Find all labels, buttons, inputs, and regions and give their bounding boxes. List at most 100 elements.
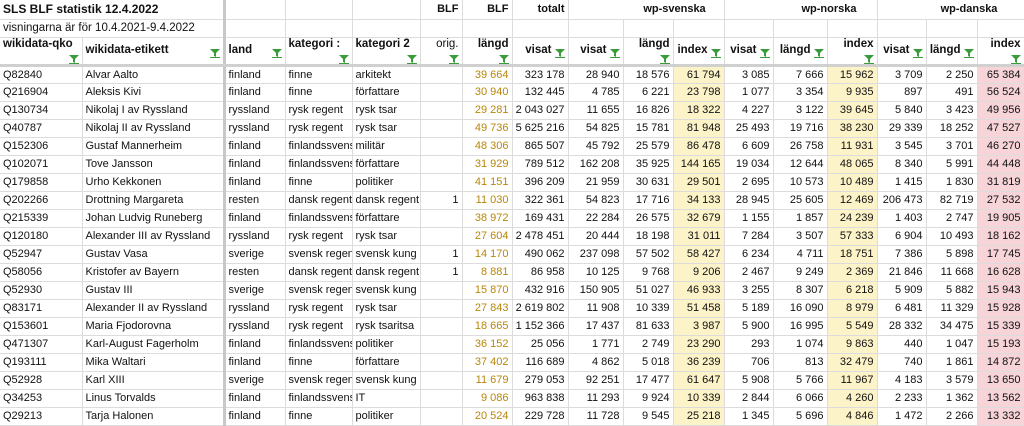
table-cell[interactable]: 15 870 <box>462 281 513 300</box>
table-cell[interactable]: 2 266 <box>926 407 978 426</box>
table-cell[interactable]: dansk regent <box>352 263 421 282</box>
column-header-3[interactable]: land <box>224 37 286 67</box>
table-cell[interactable]: 11 679 <box>462 371 513 390</box>
table-cell[interactable]: finland <box>224 353 286 372</box>
table-cell[interactable]: 16 090 <box>773 299 828 318</box>
column-header-2[interactable]: wikidata-etikett <box>82 37 226 67</box>
filter-icon[interactable] <box>554 48 565 58</box>
table-cell[interactable]: 1 345 <box>724 407 774 426</box>
table-cell[interactable]: finlandssvensk <box>285 389 353 408</box>
filter-icon[interactable] <box>710 48 721 58</box>
table-cell[interactable]: 1 <box>420 245 463 264</box>
filter-icon[interactable] <box>271 48 282 58</box>
table-cell[interactable]: 28 945 <box>724 191 774 210</box>
table-cell[interactable]: 3 987 <box>673 317 725 336</box>
column-header-6[interactable]: orig. <box>420 37 463 67</box>
table-cell[interactable]: 9 206 <box>673 263 725 282</box>
filter-icon[interactable] <box>609 48 620 58</box>
table-cell[interactable]: 4 862 <box>568 353 624 372</box>
table-cell[interactable]: 81 633 <box>623 317 674 336</box>
table-cell[interactable]: finland <box>224 407 286 426</box>
table-cell[interactable]: 1 771 <box>568 335 624 354</box>
table-cell[interactable]: 25 056 <box>512 335 569 354</box>
table-cell[interactable]: Tarja Halonen <box>82 407 226 426</box>
table-cell[interactable]: 82 719 <box>926 191 978 210</box>
table-cell[interactable]: Q34253 <box>0 389 83 408</box>
table-cell[interactable]: 5 018 <box>623 353 674 372</box>
table-cell[interactable]: Maria Fjodorovna <box>82 317 226 336</box>
table-cell[interactable]: 46 270 <box>977 137 1024 156</box>
table-cell[interactable]: 2 844 <box>724 389 774 408</box>
column-header-15[interactable]: visat <box>877 37 927 67</box>
table-cell[interactable]: 27 532 <box>977 191 1024 210</box>
table-cell[interactable]: svensk regent <box>285 281 353 300</box>
table-cell[interactable]: Gustav III <box>82 281 226 300</box>
table-cell[interactable]: 46 933 <box>673 281 725 300</box>
table-cell[interactable]: 38 230 <box>827 119 878 138</box>
table-cell[interactable]: 279 053 <box>512 371 569 390</box>
filter-icon[interactable] <box>209 48 220 58</box>
filter-icon[interactable] <box>498 54 509 63</box>
table-cell[interactable]: 2 233 <box>877 389 927 408</box>
table-cell[interactable]: 4 711 <box>773 245 828 264</box>
table-cell[interactable]: 440 <box>877 335 927 354</box>
table-cell[interactable]: 18 198 <box>623 227 674 246</box>
table-cell[interactable]: Karl-August Fagerholm <box>82 335 226 354</box>
table-cell[interactable]: 1 074 <box>773 335 828 354</box>
table-cell[interactable]: rysk tsar <box>352 299 421 318</box>
table-cell[interactable]: 2 043 027 <box>512 101 569 120</box>
table-cell[interactable]: 34 475 <box>926 317 978 336</box>
table-cell[interactable]: 1 047 <box>926 335 978 354</box>
table-cell[interactable]: finlandssvensk <box>285 155 353 174</box>
table-cell[interactable]: 10 489 <box>827 173 878 192</box>
table-cell[interactable]: militär <box>352 137 421 156</box>
table-cell[interactable]: 3 579 <box>926 371 978 390</box>
table-cell[interactable]: 35 925 <box>623 155 674 174</box>
table-cell[interactable]: 29 281 <box>462 101 513 120</box>
table-cell[interactable]: 11 655 <box>568 101 624 120</box>
table-cell[interactable]: Q179858 <box>0 173 83 192</box>
table-cell[interactable]: finland <box>224 173 286 192</box>
table-cell[interactable]: Johan Ludvig Runeberg <box>82 209 226 228</box>
table-cell[interactable]: 15 928 <box>977 299 1024 318</box>
table-cell[interactable]: 19 905 <box>977 209 1024 228</box>
table-cell[interactable]: 20 524 <box>462 407 513 426</box>
table-cell[interactable]: rysk regent <box>285 227 353 246</box>
table-cell[interactable]: finland <box>224 389 286 408</box>
table-cell[interactable]: finne <box>285 65 353 84</box>
table-cell[interactable]: svensk regent <box>285 371 353 390</box>
table-cell[interactable]: svensk kung <box>352 281 421 300</box>
table-cell[interactable]: rysk regent <box>285 119 353 138</box>
table-cell[interactable]: Q83171 <box>0 299 83 318</box>
table-cell[interactable]: 1 155 <box>724 209 774 228</box>
table-cell[interactable]: finland <box>224 155 286 174</box>
table-cell[interactable]: 13 650 <box>977 371 1024 390</box>
table-cell[interactable]: Q52928 <box>0 371 83 390</box>
table-cell[interactable] <box>420 353 463 372</box>
table-cell[interactable]: 3 701 <box>926 137 978 156</box>
table-cell[interactable]: 9 924 <box>623 389 674 408</box>
table-cell[interactable]: 24 239 <box>827 209 878 228</box>
table-cell[interactable]: 38 972 <box>462 209 513 228</box>
filter-icon[interactable] <box>338 54 349 63</box>
table-cell[interactable]: ryssland <box>224 317 286 336</box>
table-cell[interactable]: 8 340 <box>877 155 927 174</box>
table-cell[interactable]: 11 293 <box>568 389 624 408</box>
table-cell[interactable]: 1 362 <box>926 389 978 408</box>
column-header-4[interactable]: kategori : <box>285 37 353 67</box>
table-cell[interactable]: Drottning Margareta <box>82 191 226 210</box>
table-cell[interactable]: Alvar Aalto <box>82 65 226 84</box>
table-cell[interactable]: 20 444 <box>568 227 624 246</box>
table-cell[interactable] <box>420 227 463 246</box>
filter-icon[interactable] <box>1010 54 1021 63</box>
column-header-9[interactable]: visat <box>568 37 624 67</box>
table-cell[interactable]: arkitekt <box>352 65 421 84</box>
table-cell[interactable]: rysk regent <box>285 101 353 120</box>
table-cell[interactable]: 1 861 <box>926 353 978 372</box>
table-cell[interactable]: 4 785 <box>568 83 624 102</box>
table-cell[interactable]: 10 573 <box>773 173 828 192</box>
table-cell[interactable]: 51 027 <box>623 281 674 300</box>
table-cell[interactable]: Aleksis Kivi <box>82 83 226 102</box>
table-cell[interactable]: finland <box>224 335 286 354</box>
column-header-16[interactable]: längd <box>926 37 978 67</box>
